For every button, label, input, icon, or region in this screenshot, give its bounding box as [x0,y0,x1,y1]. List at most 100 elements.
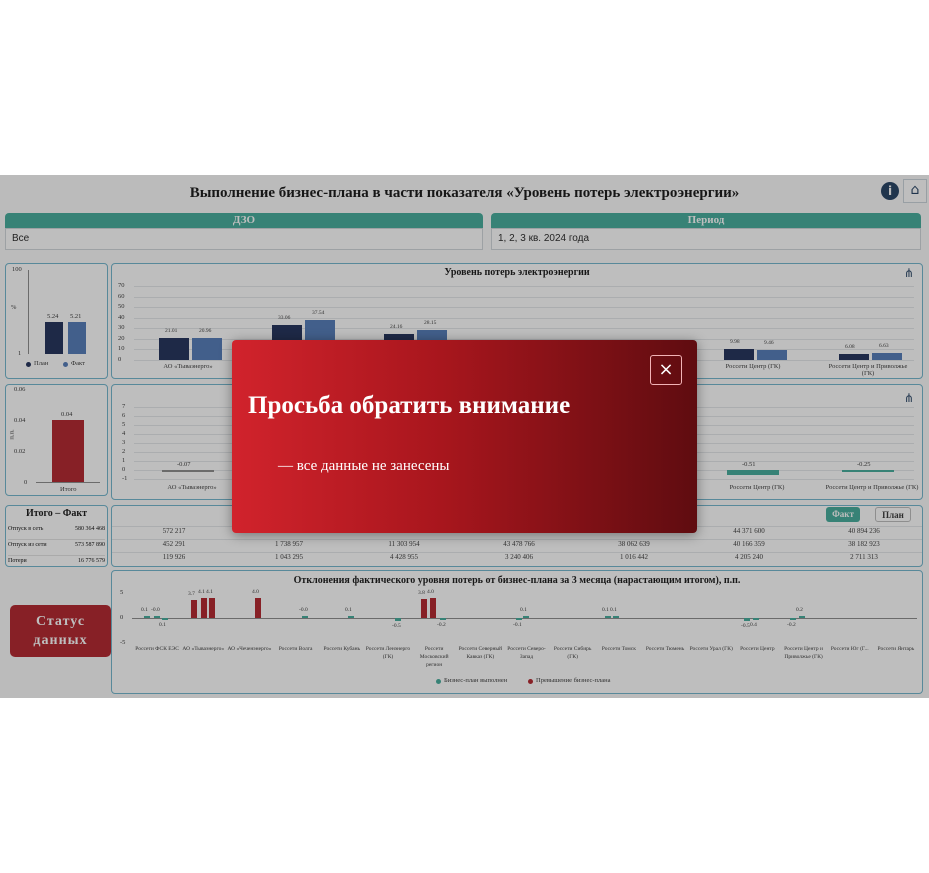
deviation-bar [753,618,759,620]
x-category-label: Россети ФСК ЕЭС [135,646,179,652]
deviation-value-label: -0.25 [857,461,871,468]
summary-row-label: Отпуск из сети [8,542,47,548]
y-tick-label: -5 [120,639,126,646]
x-category-label: Россети Центр и Приволжье (ГК) [825,484,919,491]
mini2-bar [52,420,84,482]
period-filter-label: Период [491,213,921,228]
data-status-button[interactable]: Статус данных [10,605,111,657]
deviation-bar [302,616,308,618]
x-category-label: Россети Северный Кавказ (ГК) [458,646,503,660]
y-tick-label: -1 [122,475,128,482]
deviation-value-label: 3.8 [418,590,425,596]
y-tick-label: 0 [122,466,126,473]
gridline [134,317,914,319]
plan-value-label: 24.16 [390,324,403,331]
deviation-bar [842,470,894,473]
mini-y-unit: % [11,304,17,311]
y-tick-label: 4 [122,430,126,437]
table-row-divider [112,552,922,553]
cumulative-chart-title: Отклонения фактического уровня потерь от… [293,575,741,586]
x-category-label: АО «Тываэнерго» [167,484,217,491]
fact-toggle-button[interactable]: Факт [826,507,860,522]
plan-toggle-button[interactable]: План [875,507,911,522]
cumulative-plot-area: 5 0 -5 Россети ФСК ЕЭС АО «Тываэнерго» АО «Че… [112,571,922,693]
deviation-bar [209,597,215,618]
summary-row-value: 16 776 579 [78,558,105,564]
deviation-value-label: 4.0 [252,589,259,595]
attention-modal: × Просьба обратить внимание — все данные… [232,340,697,533]
home-icon[interactable]: ⌂ [903,179,927,203]
mini2-y-0: 0.06 [14,386,26,393]
gridline [134,328,914,330]
table-cell: 2 711 313 [850,553,878,561]
deviation-bar [605,616,611,618]
legend-done: Бизнес-план выполнен [444,677,508,684]
deviation-value-label: -0.0 [151,607,160,613]
gridline [134,307,914,309]
plan-value-label: 21.01 [165,327,178,334]
deviation-bar [162,470,214,472]
table-cell: 44 371 600 [733,527,765,535]
x-category-label: Россети Центр [740,646,775,652]
y-tick-label: 10 [118,345,125,353]
plan-bar [724,349,754,360]
x-category-label: Россети Центр и Приволжье (ГК) [784,646,823,660]
table-cell: 11 303 954 [388,540,420,548]
page-title: Выполнение бизнес-плана в части показате… [189,185,740,201]
period-select[interactable]: 1, 2, 3 кв. 2024 года [491,228,921,250]
x-category-label: Россети Тюмень [645,646,685,652]
y-tick-label: 7 [122,403,126,410]
period-filter[interactable]: Период 1, 2, 3 кв. 2024 года [491,213,921,250]
y-tick-label: 60 [118,292,125,300]
legend-exceed: Превышение бизнес-плана [536,677,611,684]
y-tick-label: 30 [118,324,125,332]
x-category-label: Россети Томск [601,646,636,652]
deviation-value-label: -0.5 [741,622,750,629]
y-tick-label: 5 [122,421,126,428]
summary-row-value: 580 364 468 [75,526,105,532]
cumulative-deviation-chart: Отклонения фактического уровня потерь от… [111,570,923,694]
deviation-value-label: 0.1 [345,607,352,613]
fact-bar [192,337,222,360]
dzo-filter[interactable]: ДЗО Все [5,213,483,250]
legend-plan: План [34,360,49,367]
deviation-value-label: -0.2 [437,622,446,628]
close-icon[interactable]: × [650,355,682,385]
fact-bar [757,349,787,360]
modal-title: Просьба обратить внимание [248,392,571,419]
deviation-value-label: 0.1 [141,607,148,613]
deviation-value-label: 4.1 [206,588,213,595]
deviation-value-label: -0.2 [787,622,796,628]
info-icon[interactable]: i [881,182,899,200]
deviation-value-label: 0.1 [602,607,609,613]
table-cell: 4 428 955 [390,553,418,561]
summary-row-value: 573 587 890 [75,542,105,548]
deviation-bar [790,618,796,620]
x-category-label: АО «Тываэнерго» [163,363,213,370]
y-tick-label: 0 [118,356,122,363]
deviation-bar [430,598,436,618]
deviation-value-label: -0.1 [513,622,522,628]
mini2-value-label: 0.04 [61,411,73,418]
x-category-label: АО «Чеченэнерго» [227,646,272,652]
table-cell: 40 166 359 [733,540,765,548]
summary-row: Отпуск в сеть 580 364 468 [8,524,105,540]
legend-plan-dot [26,362,31,367]
table-cell: 452 291 [162,540,186,548]
table-cell: 38 182 923 [848,540,880,548]
summary-row-label: Потери [8,558,27,564]
plan-bar [839,353,869,360]
y-tick-label: 40 [118,313,125,321]
plan-value-label: 9.98 [730,339,740,346]
summary-row-label: Отпуск в сеть [8,526,44,532]
hierarchy-icon[interactable]: ⋔ [903,391,915,405]
loss-chart-title: Уровень потерь электроэнергии [444,267,590,278]
table-cell: 119 926 [162,553,186,561]
mini2-y-1: 0.04 [14,417,26,424]
x-category-label: Россети Янтарь [877,646,915,652]
dzo-select[interactable]: Все [5,228,483,250]
deviation-value-label: 0.1 [520,607,527,613]
zero-line [132,618,917,619]
hierarchy-icon[interactable]: ⋔ [903,266,915,280]
mini-fact-label: 5.21 [70,313,82,320]
